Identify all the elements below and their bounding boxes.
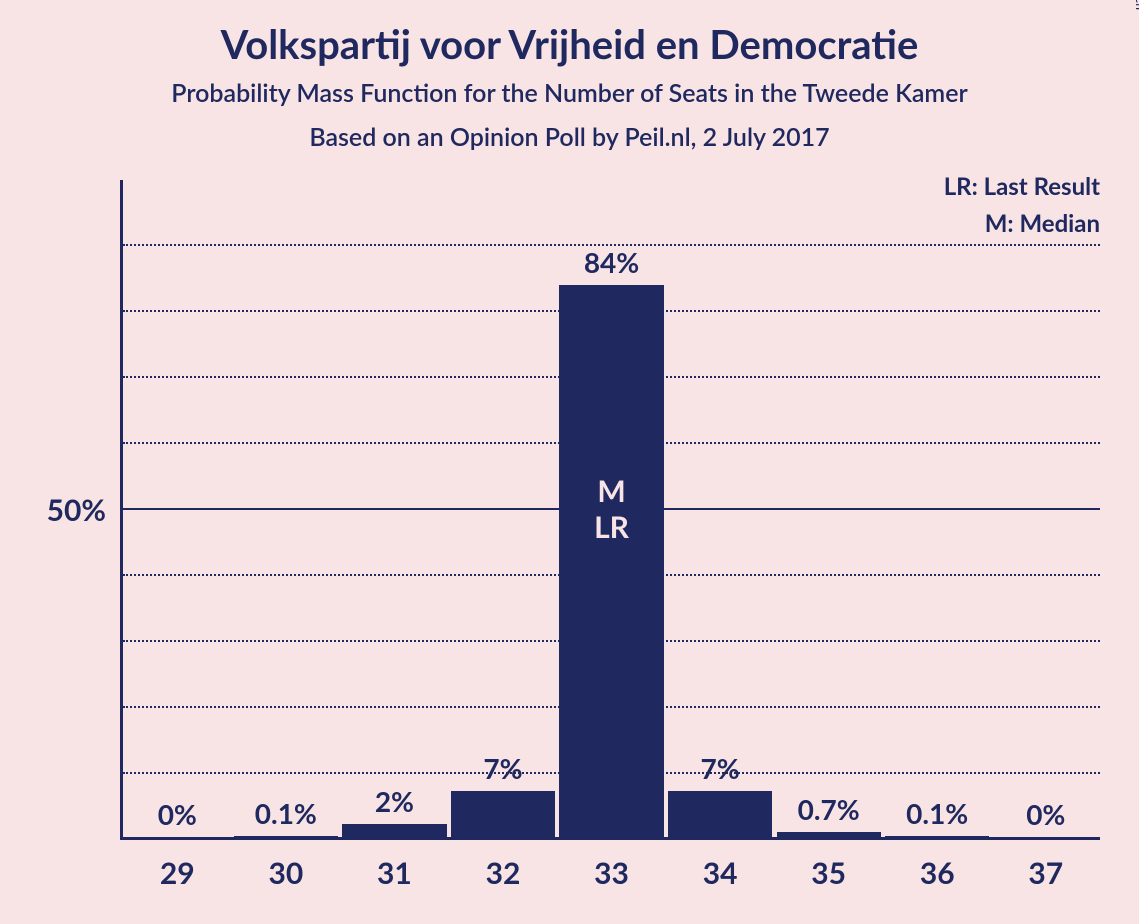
x-tick-label: 35 [811, 855, 846, 891]
x-tick-label: 29 [160, 855, 195, 891]
chart-subtitle-2: Based on an Opinion Poll by Peil.nl, 2 J… [0, 122, 1139, 152]
bar-slot: 0.7%35 [774, 180, 883, 837]
y-tick-label: 50% [47, 492, 106, 528]
bar: 7% [451, 791, 555, 837]
bar-slot: 7%32 [449, 180, 558, 837]
x-tick-label: 30 [268, 855, 303, 891]
bar-value-label: 0% [1026, 797, 1065, 831]
x-axis [120, 837, 1100, 840]
bar-slot: 0%29 [123, 180, 232, 837]
bar-value-label: 0.1% [906, 796, 968, 830]
bars-group: 0%290.1%302%317%3284%MLR337%340.7%350.1%… [123, 180, 1100, 837]
x-tick-label: 36 [920, 855, 955, 891]
x-tick-label: 34 [703, 855, 738, 891]
bar-slot: 0.1%36 [883, 180, 992, 837]
bar: 0.1% [234, 836, 338, 837]
bar-value-label: 7% [483, 751, 522, 785]
bar-value-label: 0% [158, 797, 197, 831]
bar-slot: 84%MLR33 [557, 180, 666, 837]
bar-slot: 0%37 [992, 180, 1101, 837]
bar-slot: 2%31 [340, 180, 449, 837]
bar: 7% [668, 791, 772, 837]
plot-area: 0%290.1%302%317%3284%MLR337%340.7%350.1%… [120, 180, 1100, 840]
bar: 84%MLR [559, 285, 663, 837]
chart-subtitle-1: Probability Mass Function for the Number… [0, 78, 1139, 108]
x-tick-label: 31 [377, 855, 412, 891]
bar-value-label: 0.1% [255, 796, 317, 830]
bar-value-label: 0.7% [798, 792, 860, 826]
bar: 2% [342, 824, 446, 837]
bar-value-label: 7% [701, 751, 740, 785]
bar-value-label: 2% [375, 784, 414, 818]
x-tick-label: 32 [486, 855, 521, 891]
bar-inner-label: MLR [594, 473, 629, 545]
copyright-text: © 2020 Filip van Laenen [1133, 0, 1139, 10]
chart-title: Volkspartij voor Vrijheid en Democratie [0, 0, 1139, 68]
bar-slot: 7%34 [666, 180, 775, 837]
bar-slot: 0.1%30 [232, 180, 341, 837]
x-tick-label: 37 [1028, 855, 1063, 891]
chart-container: © 2020 Filip van Laenen Volkspartij voor… [0, 0, 1139, 924]
bar-value-label: 84% [584, 245, 639, 279]
bar: 0.1% [885, 836, 989, 837]
bar: 0.7% [777, 832, 881, 837]
x-tick-label: 33 [594, 855, 629, 891]
